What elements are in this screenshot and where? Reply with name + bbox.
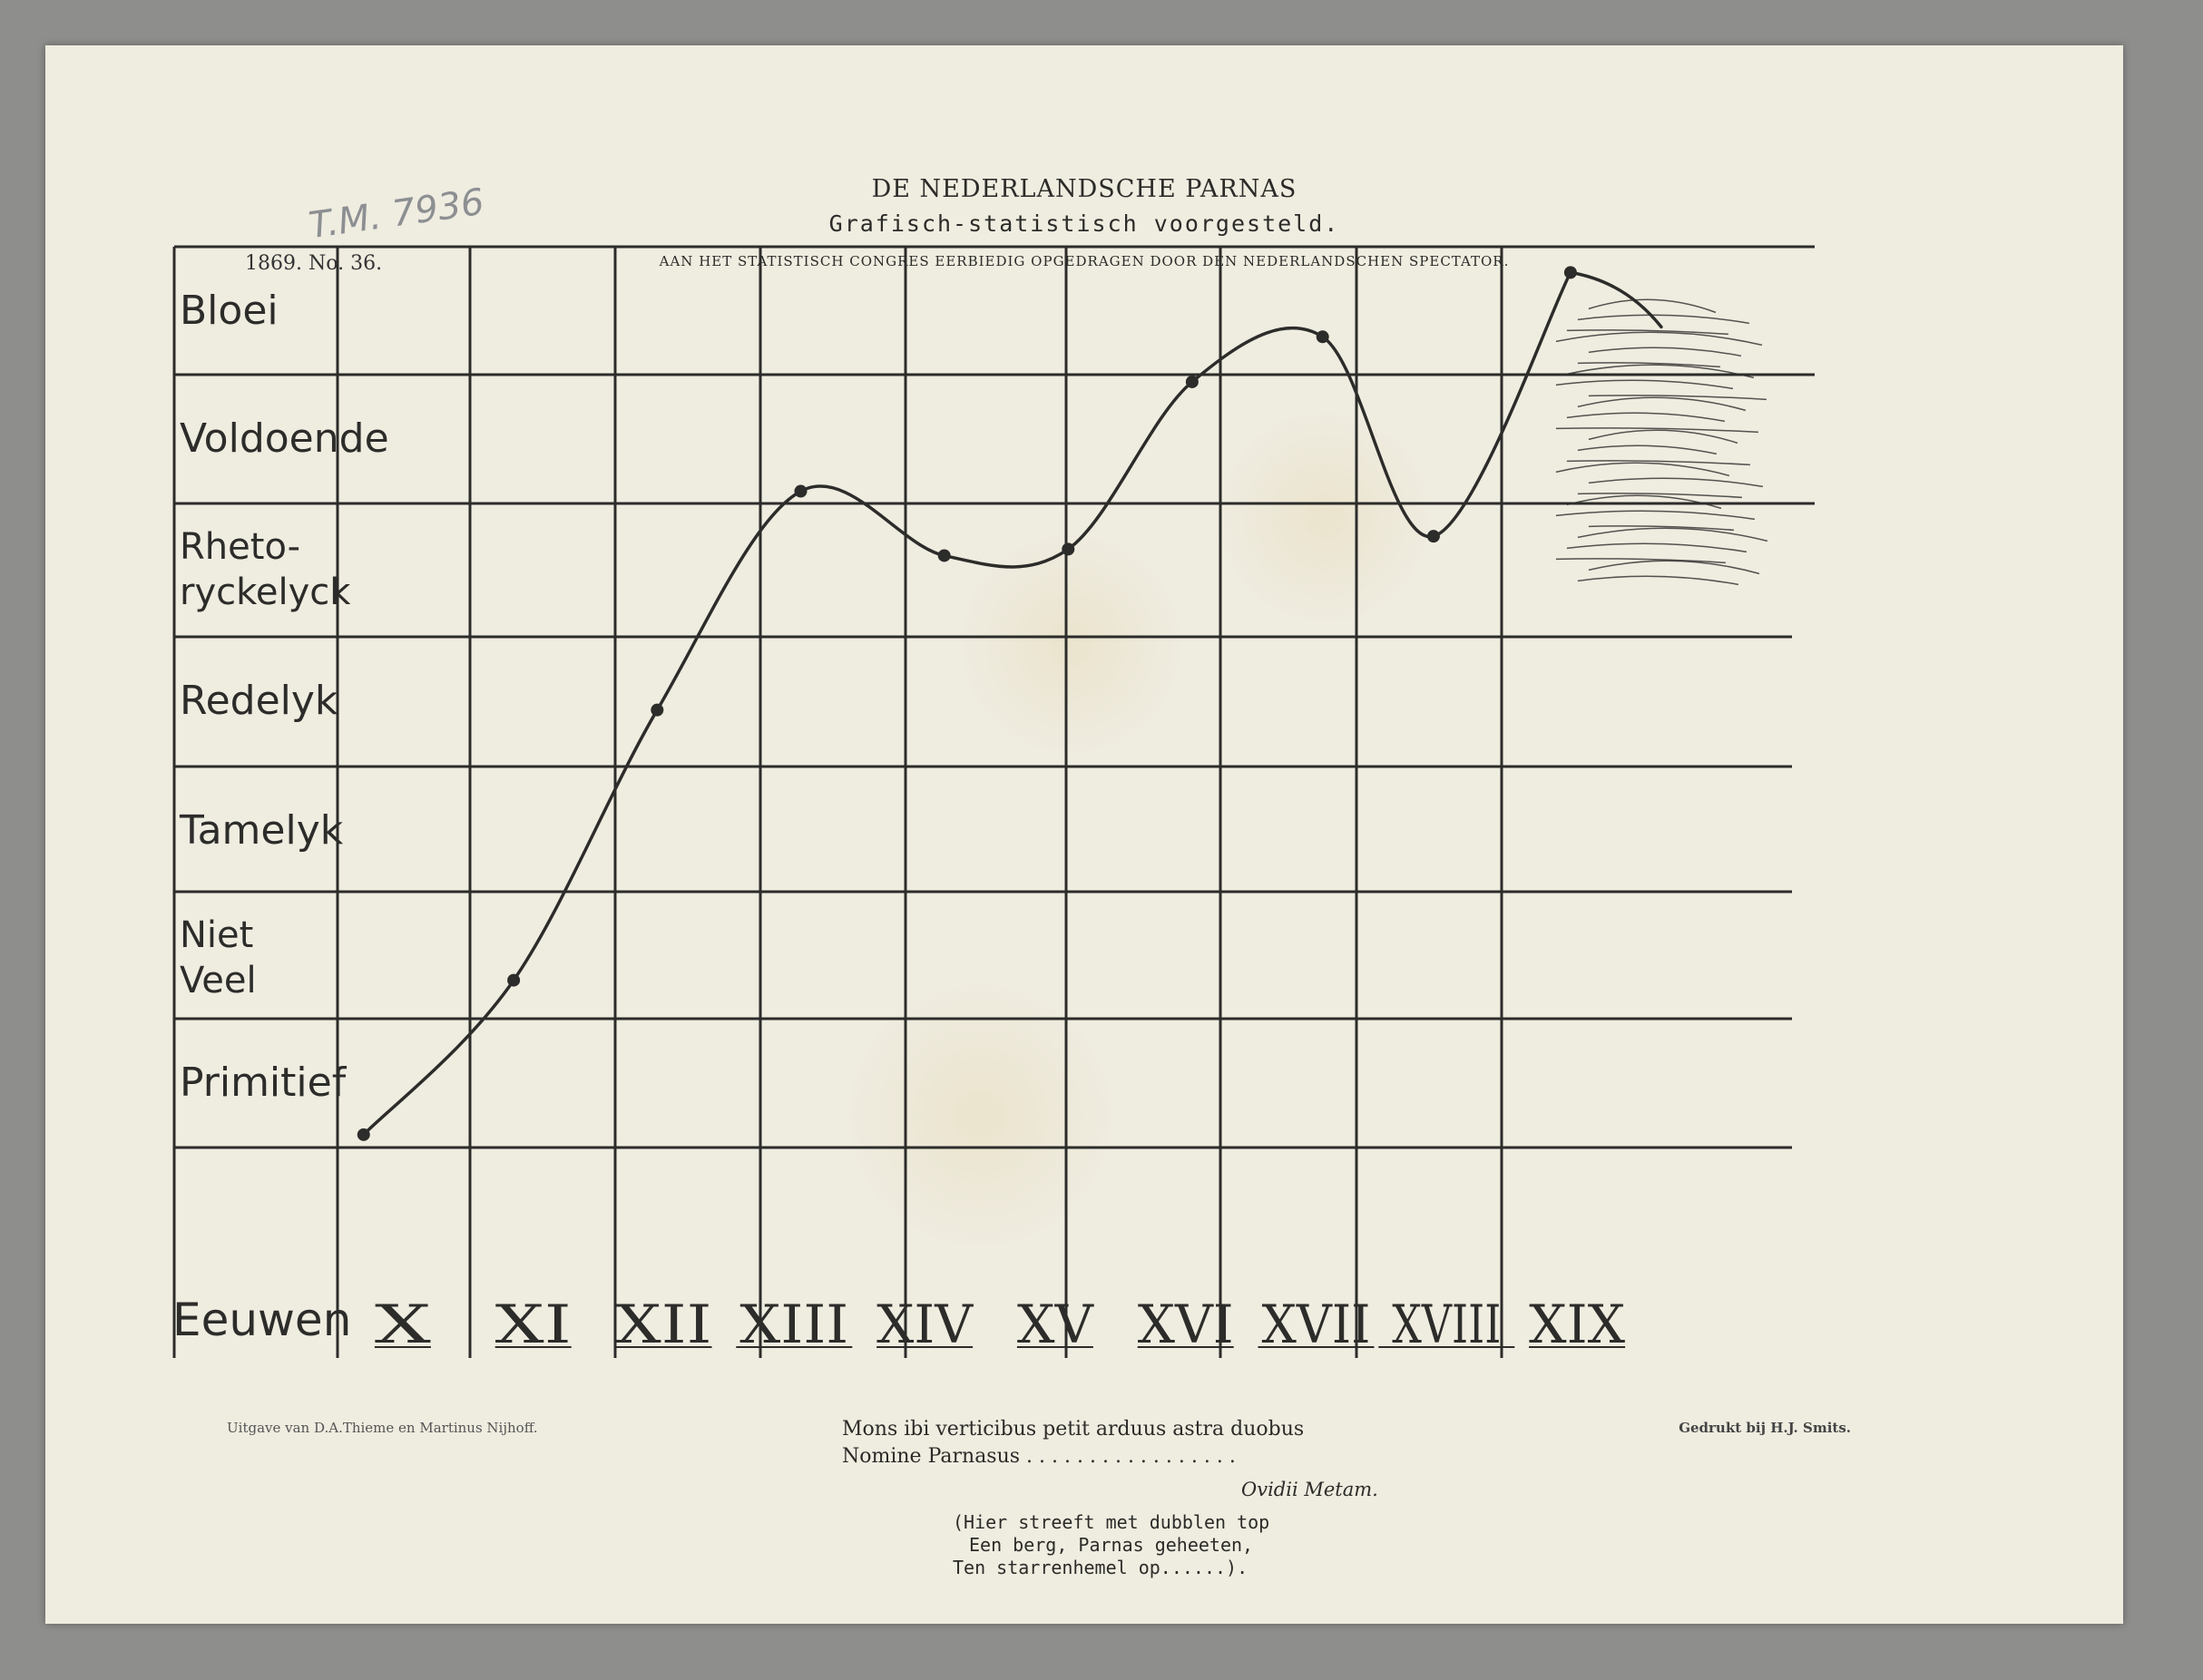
scribble-stroke [1577, 527, 1768, 542]
y-level-label-line: Voldoende [180, 415, 389, 462]
verse-line: Mons ibi verticibus petit arduus astra d… [842, 1418, 1305, 1441]
data-point [1062, 542, 1075, 556]
data-point [794, 484, 808, 498]
scribble-stroke [1555, 379, 1734, 390]
scribble-stroke [1555, 331, 1763, 347]
scribble-stroke [1555, 558, 1726, 564]
x-tick-label: XIV [876, 1294, 974, 1355]
y-level-label: Redelyk [180, 678, 338, 724]
x-tick-label: XII [616, 1294, 712, 1355]
page-title: DE NEDERLANDSCHE PARNAS [871, 175, 1297, 203]
x-tick-label: XVIII [1392, 1294, 1501, 1355]
y-level-label: Bloei [180, 288, 279, 334]
scribble-stroke [1577, 444, 1718, 455]
translation-line: (Hier streeft met dubblen top [953, 1511, 1270, 1533]
scribble-stroke [1566, 542, 1748, 553]
scribble-stroke [1566, 412, 1726, 423]
verse-attribution: Ovidii Metam. [1241, 1479, 1378, 1500]
data-line [362, 270, 1663, 1137]
x-tick-label: XI [495, 1294, 572, 1355]
publisher-credit: Uitgave van D.A.Thieme en Martinus Nijho… [227, 1420, 538, 1436]
scribble-stroke [1555, 462, 1730, 477]
printer-credit: Gedrukt bij H.J. Smits. [1679, 1420, 1851, 1436]
x-tick-label: XV [1017, 1294, 1094, 1355]
data-point [1426, 530, 1440, 543]
page-subtitle: Grafisch-statistisch voorgesteld. [828, 210, 1340, 237]
scribble-cloud [1555, 298, 1768, 586]
dedication-line: AAN HET STATISTISCH CONGRES EERBIEDIG OP… [659, 253, 1510, 269]
x-tick-label: XVII [1262, 1294, 1371, 1355]
scribble-stroke [1566, 364, 1755, 379]
issue-number: 1869. No. 36. [245, 252, 383, 275]
scribble-stroke [1577, 314, 1750, 325]
x-tick-label: XVI [1138, 1294, 1234, 1355]
data-point [507, 973, 521, 987]
dutch-translation: (Hier streeft met dubblen top Een berg, … [953, 1511, 1269, 1579]
translation-line: Een berg, Parnas geheeten, [969, 1534, 1254, 1556]
scribble-stroke [1566, 460, 1750, 466]
data-curve [357, 266, 1663, 1141]
scribble-stroke [1555, 510, 1756, 521]
scribble-stroke [1577, 493, 1742, 499]
scribble-stroke [1566, 494, 1722, 510]
x-tick-label: XIX [1529, 1294, 1626, 1355]
latin-verse: Mons ibi verticibus petit arduus astra d… [842, 1416, 1304, 1470]
y-level-label-line: Tamelyk [179, 807, 344, 854]
scribble-stroke [1555, 427, 1758, 434]
y-level-label-line: ryckelyck [180, 571, 351, 613]
print-sheet: T.M. 7936 DE NEDERLANDSCHE PARNAS Grafis… [45, 45, 2123, 1624]
data-point [1316, 330, 1329, 344]
scribble-stroke [1588, 477, 1764, 488]
scribble-stroke [1577, 362, 1720, 368]
data-point [1185, 375, 1199, 388]
scribble-stroke [1588, 347, 1742, 357]
scribble-stroke [1588, 525, 1734, 532]
x-axis-title: Eeuwen [172, 1294, 351, 1346]
scribble-stroke [1588, 560, 1760, 575]
scribble-stroke [1577, 575, 1739, 586]
y-level-label: Rheto-ryckelyck [180, 526, 351, 613]
y-level-label-line: Veel [180, 960, 257, 1001]
scribble-stroke [1588, 429, 1738, 444]
data-point [1563, 266, 1577, 279]
x-axis-labels: X XI XII XIII XIV XV XVI XVII XVIII XIX [374, 1294, 1626, 1355]
verse-line: Nomine Parnasus . . . . . . . . . . . . … [842, 1445, 1236, 1468]
x-tick-label: X [375, 1294, 432, 1355]
scribble-stroke [1588, 395, 1767, 401]
scribble-stroke [1577, 396, 1747, 412]
foxing-stain [844, 980, 1116, 1252]
y-level-label-line: Redelyk [180, 678, 338, 724]
foxing-stain [1216, 408, 1434, 626]
y-axis-labels: Primitief Niet Veel Tamelyk Redelyk Rheto-ryc… [179, 288, 389, 1106]
y-level-label-line: Niet [180, 914, 253, 956]
y-level-label: Niet Veel [180, 914, 257, 1001]
y-level-label: Voldoende [180, 415, 389, 462]
y-level-label: Tamelyk [179, 807, 344, 854]
foxing-stain [953, 535, 1189, 753]
scribble-stroke [1566, 329, 1728, 336]
scribble-stroke [1588, 298, 1717, 314]
y-level-label-line: Bloei [180, 288, 279, 334]
chart-grid [172, 245, 1815, 1358]
y-level-label-line: Primitief [180, 1060, 348, 1106]
data-point [357, 1128, 370, 1141]
data-point [937, 549, 951, 562]
x-tick-label: XIII [739, 1294, 848, 1355]
y-level-label: Primitief [180, 1060, 348, 1106]
translation-line: Ten starrenhemel op......). [953, 1557, 1248, 1578]
data-point [651, 703, 664, 717]
y-level-label-line: Rheto- [180, 526, 300, 568]
